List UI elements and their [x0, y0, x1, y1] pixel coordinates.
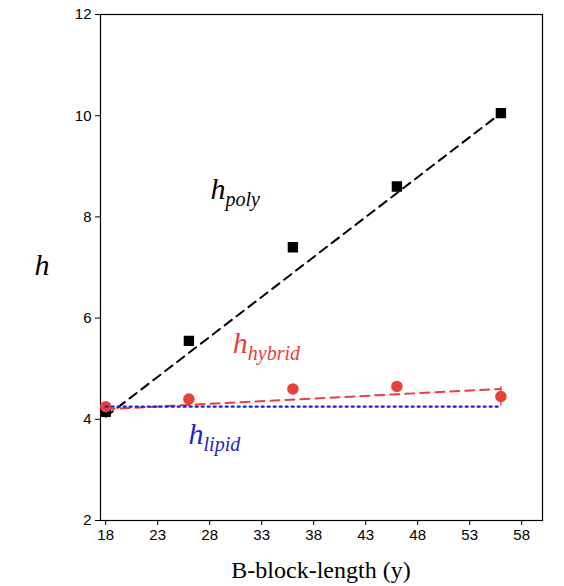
svg-text:58: 58 — [513, 526, 530, 543]
svg-text:6: 6 — [83, 309, 91, 326]
svg-text:33: 33 — [253, 526, 270, 543]
svg-text:48: 48 — [409, 526, 426, 543]
svg-text:h: h — [35, 248, 50, 281]
svg-text:53: 53 — [461, 526, 478, 543]
svg-text:2: 2 — [83, 511, 91, 528]
svg-text:12: 12 — [75, 5, 92, 22]
svg-text:8: 8 — [83, 208, 91, 225]
svg-text:23: 23 — [149, 526, 166, 543]
svg-text:hhybrid: hhybrid — [233, 326, 301, 365]
svg-text:18: 18 — [97, 526, 114, 543]
svg-text:28: 28 — [201, 526, 218, 543]
svg-text:hlipid: hlipid — [189, 417, 242, 456]
svg-text:10: 10 — [75, 107, 92, 124]
svg-text:hpoly: hpoly — [210, 172, 260, 211]
svg-text:43: 43 — [357, 526, 374, 543]
svg-text:4: 4 — [83, 410, 91, 427]
svg-text:B-block-length (y): B-block-length (y) — [231, 557, 410, 583]
svg-text:38: 38 — [305, 526, 322, 543]
